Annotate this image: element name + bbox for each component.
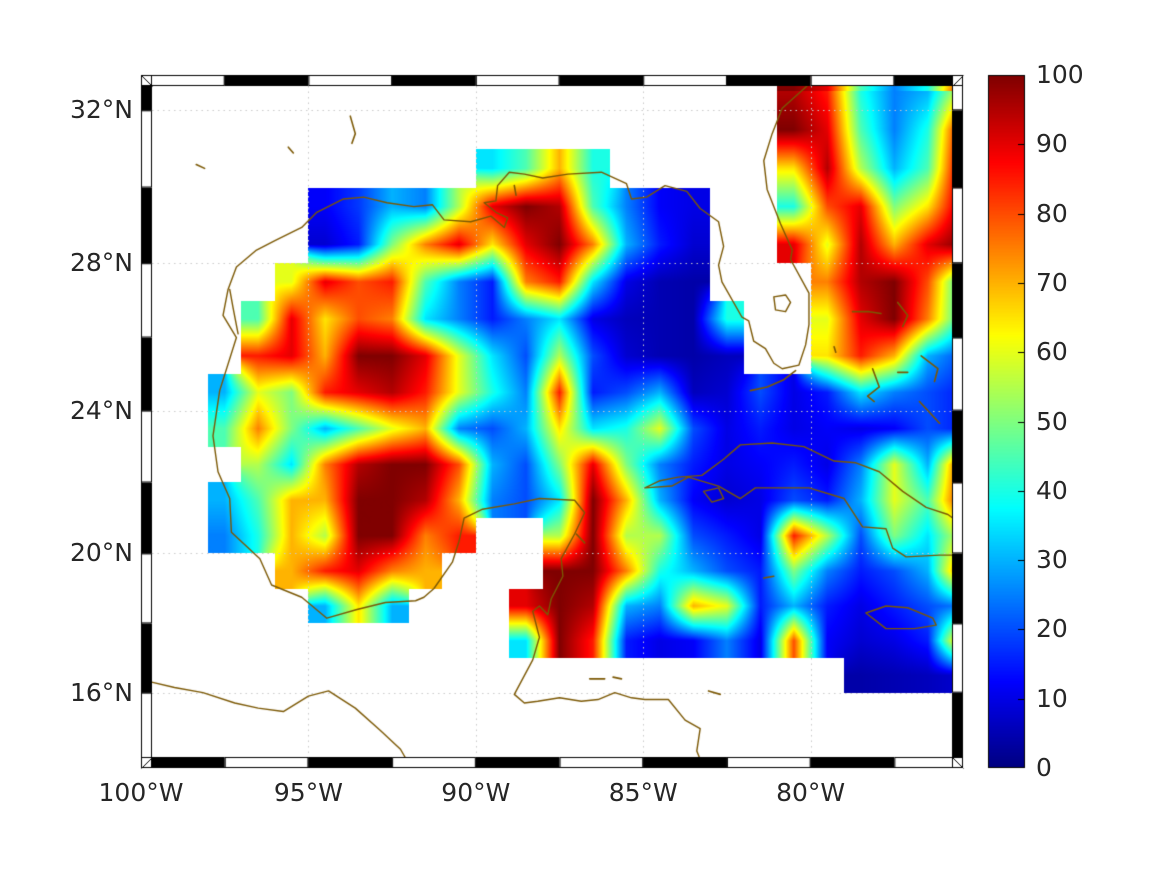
y-axis-tick-label: 20°N [69, 538, 133, 568]
x-axis-tick-label: 80°W [776, 778, 846, 807]
colorbar-tick-label: 30 [1036, 545, 1068, 575]
x-axis-tick-label: 90°W [441, 778, 511, 807]
colorbar-tick-label: 20 [1036, 614, 1068, 644]
colorbar-tick-label: 90 [1036, 129, 1068, 159]
x-axis-tick-label: 95°W [273, 778, 343, 807]
colorbar-tick-label: 60 [1036, 337, 1068, 367]
colorbar [988, 75, 1025, 768]
colorbar-tick-label: 100 [1036, 60, 1084, 89]
map-plot-area [141, 75, 963, 768]
colorbar-tick-label: 50 [1036, 406, 1068, 436]
colorbar-tick-label: 80 [1036, 198, 1068, 228]
y-axis-tick-label: 16°N [69, 677, 133, 707]
colorbar-tick-label: 0 [1036, 753, 1052, 782]
colorbar-tick-label: 10 [1036, 683, 1068, 713]
y-axis-tick-label: 24°N [69, 395, 133, 425]
colorbar-tick-label: 40 [1036, 475, 1068, 505]
colorbar-tick-label: 70 [1036, 267, 1068, 297]
y-axis-tick-label: 28°N [69, 248, 133, 278]
x-axis-tick-label: 100°W [98, 778, 184, 807]
y-axis-tick-label: 32°N [69, 95, 133, 125]
x-axis-tick-label: 85°W [608, 778, 678, 807]
